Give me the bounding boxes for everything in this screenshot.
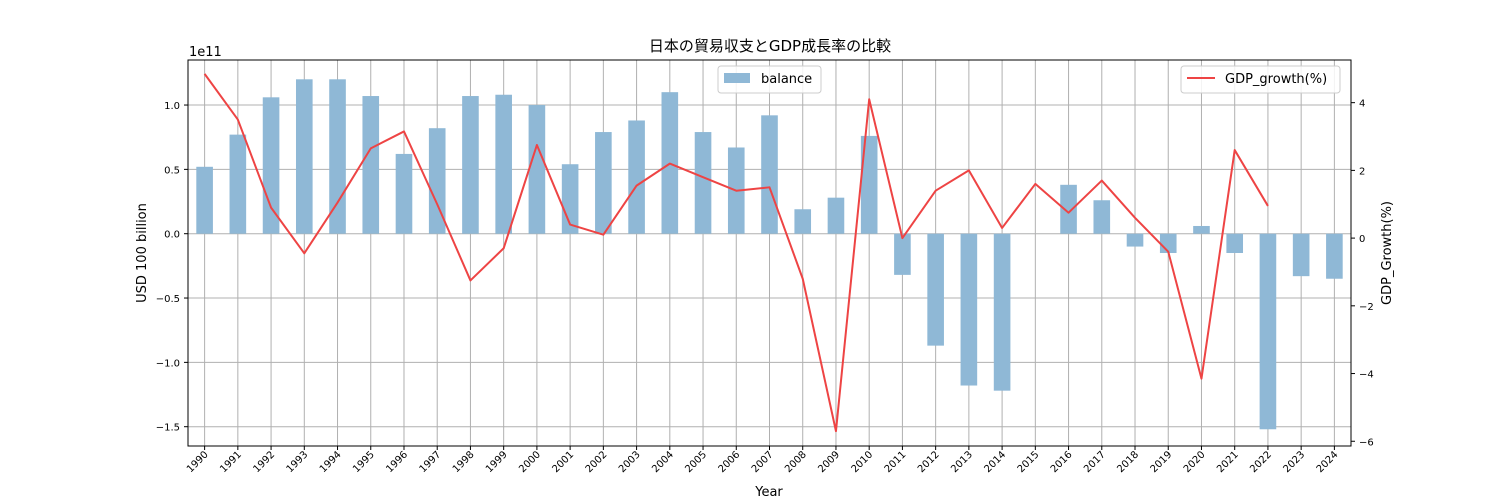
x-tick-label: 2012 bbox=[916, 449, 942, 475]
bar-balance bbox=[1292, 233, 1310, 277]
x-tick-label: 1998 bbox=[451, 449, 477, 475]
bar-balance bbox=[462, 96, 479, 234]
bar-balance bbox=[495, 94, 512, 234]
bar-balance bbox=[628, 120, 645, 234]
bar-balance bbox=[395, 153, 413, 234]
bar-balance bbox=[262, 97, 280, 234]
bar-balance bbox=[827, 197, 845, 234]
x-tick-label: 2018 bbox=[1115, 449, 1141, 475]
y-right-tick-label: −2 bbox=[1359, 302, 1374, 313]
x-tick-label: 2008 bbox=[783, 449, 809, 475]
y-right-tick-label: 2 bbox=[1359, 166, 1365, 177]
bar-balance bbox=[694, 132, 712, 234]
offset-text: 1e11 bbox=[189, 45, 222, 60]
bar-balance bbox=[1093, 200, 1111, 234]
bar-balance bbox=[1326, 233, 1343, 279]
line-gdp-growth bbox=[203, 73, 1269, 433]
x-tick-label: 2021 bbox=[1215, 449, 1241, 475]
x-tick-label: 1999 bbox=[484, 449, 510, 475]
bar-balance bbox=[794, 209, 812, 234]
x-tick-label: 2007 bbox=[750, 449, 776, 475]
bar-balance bbox=[860, 135, 878, 234]
x-axis-ticks: 1990 1991 1992 1993 1994 1995 1996 1997 1998 1999… bbox=[185, 446, 1341, 475]
y-right-tick-label: 4 bbox=[1359, 99, 1365, 110]
x-tick-label: 1993 bbox=[285, 449, 311, 475]
y-left-tick-label: 1.0 bbox=[164, 101, 180, 112]
x-tick-label: 2017 bbox=[1082, 449, 1108, 475]
x-tick-label: 2003 bbox=[617, 449, 643, 475]
x-tick-label: 2000 bbox=[517, 449, 543, 475]
bar-balance bbox=[528, 105, 546, 234]
y-left-tick-label: −1.5 bbox=[156, 423, 180, 434]
bar-balance bbox=[761, 115, 778, 234]
x-tick-label: 2022 bbox=[1248, 449, 1274, 475]
x-tick-label: 2011 bbox=[883, 449, 909, 475]
bar-balance bbox=[295, 79, 313, 234]
x-tick-label: 2002 bbox=[584, 449, 610, 475]
x-tick-label: 2023 bbox=[1282, 449, 1308, 475]
x-tick-label: 2001 bbox=[550, 449, 576, 475]
x-tick-label: 1991 bbox=[218, 449, 244, 475]
y-right-tick-label: 0 bbox=[1359, 234, 1365, 245]
bar-balance bbox=[993, 233, 1011, 391]
chart-title: 日本の貿易収支とGDP成長率の比較 bbox=[649, 37, 891, 55]
x-tick-label: 2020 bbox=[1182, 449, 1208, 475]
bar-balance bbox=[894, 233, 911, 275]
y-axis-left-ticks: −1.5 −1.0 −0.5 0.0 0.5 1.0 bbox=[156, 101, 188, 434]
bar-balance bbox=[229, 134, 247, 234]
bar-balance bbox=[1159, 233, 1177, 253]
bar-balance bbox=[1060, 184, 1077, 234]
x-tick-label: 2024 bbox=[1315, 449, 1341, 475]
x-tick-label: 2004 bbox=[650, 449, 676, 475]
x-tick-label: 2010 bbox=[850, 449, 876, 475]
y-axis-left-label: USD 100 billion bbox=[135, 203, 150, 303]
x-tick-label: 2006 bbox=[717, 449, 743, 475]
x-tick-label: 1997 bbox=[418, 449, 444, 475]
x-tick-label: 1995 bbox=[351, 449, 377, 475]
x-tick-label: 2016 bbox=[1049, 449, 1075, 475]
bar-balance bbox=[1226, 233, 1244, 253]
x-tick-label: 1992 bbox=[251, 449, 277, 475]
bar-balance bbox=[1259, 233, 1277, 430]
x-tick-label: 2014 bbox=[982, 449, 1008, 475]
y-left-tick-label: 0.5 bbox=[164, 165, 180, 176]
x-tick-label: 2015 bbox=[1016, 449, 1042, 475]
y-left-tick-label: 0.0 bbox=[164, 230, 180, 241]
x-tick-label: 2013 bbox=[949, 449, 975, 475]
bar-series bbox=[196, 79, 1343, 430]
line-series bbox=[203, 73, 1269, 433]
y-left-tick-label: −0.5 bbox=[156, 294, 180, 305]
x-tick-label: 1996 bbox=[384, 449, 410, 475]
bar-balance bbox=[428, 128, 446, 234]
legend-balance: balance bbox=[717, 65, 822, 94]
y-axis-right-label: GDP_Growth(%) bbox=[1380, 201, 1395, 305]
bar-balance bbox=[595, 132, 612, 234]
bar-balance bbox=[196, 166, 213, 234]
legend-gdp: GDP_growth(%) bbox=[1180, 65, 1341, 94]
x-tick-label: 2019 bbox=[1149, 449, 1175, 475]
bar-balance bbox=[362, 96, 380, 234]
bar-balance bbox=[1126, 233, 1144, 247]
x-tick-label: 1994 bbox=[318, 449, 344, 475]
legend-gdp-label: GDP_growth(%) bbox=[1225, 72, 1327, 87]
x-axis-label: Year bbox=[754, 485, 783, 500]
bar-balance bbox=[1193, 225, 1210, 234]
y-axis-right-ticks: −6 −4 −2 0 2 4 bbox=[1351, 99, 1374, 448]
y-right-tick-label: −4 bbox=[1359, 370, 1374, 381]
bar-balance bbox=[960, 233, 978, 386]
legend-balance-label: balance bbox=[761, 72, 812, 87]
x-tick-label: 1990 bbox=[185, 449, 211, 475]
x-tick-label: 2009 bbox=[816, 449, 842, 475]
y-right-tick-label: −6 bbox=[1359, 437, 1374, 448]
bar-balance bbox=[927, 233, 944, 346]
x-tick-label: 2005 bbox=[683, 449, 709, 475]
y-left-tick-label: −1.0 bbox=[156, 358, 180, 369]
legend-balance-swatch bbox=[724, 73, 750, 83]
